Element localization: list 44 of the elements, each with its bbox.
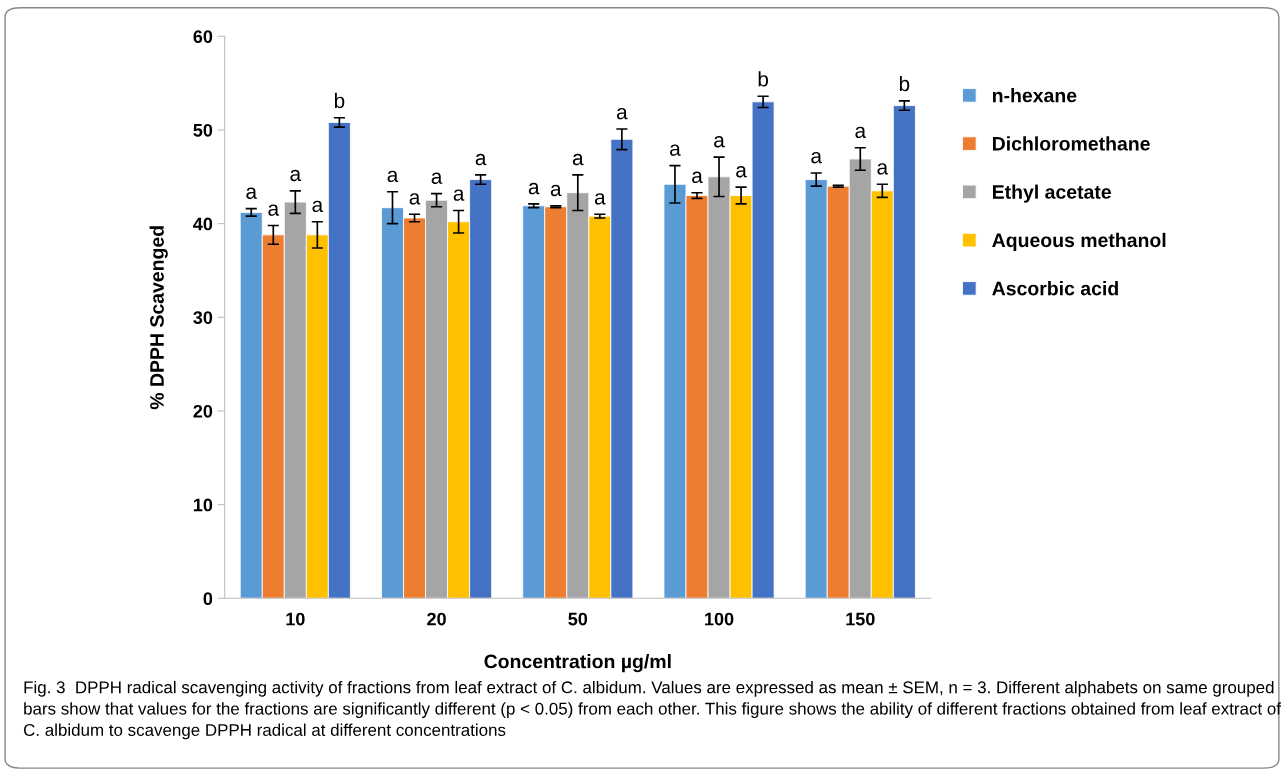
y-tick-label: 60 (193, 30, 213, 43)
data-label: a (268, 204, 280, 216)
data-label: a (409, 193, 421, 205)
legend-label: Aqueous methanol (992, 232, 1166, 251)
data-label: a (594, 193, 606, 205)
y-tick-label: 20 (193, 404, 213, 418)
data-label: a (616, 107, 628, 120)
data-label: a (550, 184, 562, 197)
y-tick-label: 30 (193, 311, 213, 325)
y-tick-label: 50 (193, 123, 213, 137)
data-label: a (714, 136, 725, 148)
data-label: a (431, 172, 443, 184)
legend-label: Ethyl acetate (992, 184, 1111, 203)
legend-label: Dichloromethane (992, 136, 1150, 151)
y-tick-label: 10 (193, 498, 213, 512)
data-label: b (758, 71, 769, 87)
data-label: a (692, 171, 703, 184)
y-tick-label: 0 (203, 592, 213, 606)
legend-label: n-hexane (992, 88, 1077, 103)
data-label: a (475, 153, 487, 166)
y-axis-title: % DPPH Scavenged (149, 226, 168, 410)
caption: Fig. 3 DPPH radical scavenging activity of fractions from leaf extract of C. albidum. Values are expressed as mean ± SEM, n = 3. Different alphabets on same grouped bars show that values for the fractions are significantly different (p < 0.05) from each other. This figure shows the ability of different fractions obtained from leaf extract of C. albidum to scavenge DPPH radical at different concentrations (23, 680, 1282, 740)
x-tick-label: 10 (286, 612, 305, 626)
data-label: a (453, 189, 465, 201)
data-label: a (855, 126, 867, 139)
x-axis-title: Concentration µg/ml (484, 654, 671, 673)
y-tick-label: 40 (193, 217, 213, 231)
x-tick-label: 20 (427, 612, 446, 626)
data-label: a (246, 187, 258, 199)
data-label: a (312, 200, 324, 213)
data-label: a (877, 163, 889, 175)
x-tick-label: 50 (568, 612, 588, 626)
x-tick-label: 150 (846, 612, 875, 626)
x-tick-label: 100 (705, 612, 734, 626)
data-label: b (334, 92, 345, 109)
data-label: a (387, 170, 399, 183)
legend-label: Ascorbic acid (992, 281, 1118, 296)
data-label: a (736, 166, 747, 178)
data-label: a (670, 144, 681, 156)
data-label: a (572, 153, 584, 166)
data-label: a (290, 169, 302, 182)
data-label: a (811, 151, 823, 164)
data-label: b (899, 75, 910, 92)
data-label: a (528, 182, 540, 195)
